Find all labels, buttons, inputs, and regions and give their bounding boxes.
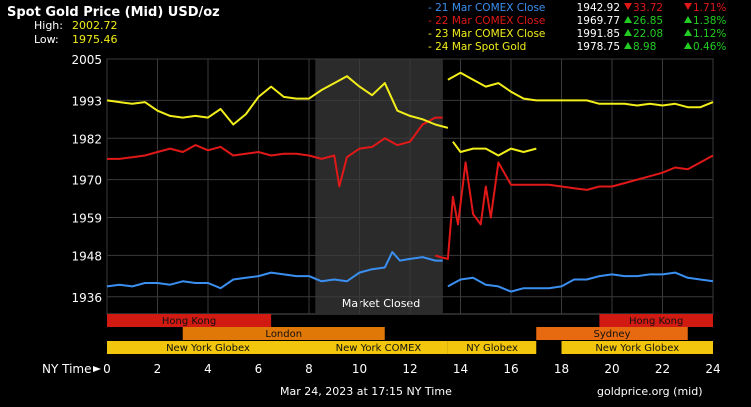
legend-row: - 23 Mar COMEX Close 1991.85 22.08 1.12% [428, 28, 726, 40]
legend-percent: 1.38% [693, 15, 726, 27]
legend-row: - 22 Mar COMEX Close 1969.77 26.85 1.38% [428, 15, 726, 27]
x-tick-label: 12 [402, 362, 417, 376]
series-line-22-mar-comex-close [107, 116, 443, 188]
triangle-up-icon [624, 42, 632, 49]
market-sessions: Hong Kong Hong Kong London Sydney New York G… [107, 314, 713, 354]
grid [106, 58, 714, 314]
legend-change: 8.98 [633, 41, 656, 53]
legend-label: - 23 Mar COMEX Close [428, 28, 545, 40]
y-tick-label: 2005 [71, 53, 102, 67]
session-bar [107, 314, 272, 327]
legend-price: 1942.92 [577, 2, 620, 14]
legend-row: - 21 Mar COMEX Close 1942.92 33.72 1.71% [428, 2, 726, 14]
session-bar [599, 314, 713, 327]
session-label: New York COMEX [336, 343, 422, 354]
high-label: High: [34, 19, 63, 32]
y-tick-label: 1959 [71, 212, 102, 226]
y-tick-label: 1982 [71, 132, 102, 146]
x-tick-label: 18 [554, 362, 569, 376]
triangle-up-icon [684, 16, 692, 23]
x-tick-label: 6 [255, 362, 263, 376]
triangle-up-icon [684, 29, 692, 36]
session-bar [447, 341, 537, 354]
session-label: New York Globex [595, 343, 679, 354]
series-lines [106, 71, 714, 293]
footer-source: goldprice.org (mid) [597, 385, 703, 398]
session-label: Sydney [593, 329, 630, 340]
x-axis-title: NY Time [42, 362, 92, 376]
footer-timestamp: Mar 24, 2023 at 17:15 NY Time [280, 385, 452, 398]
series-line-21-mar-comex-close [106, 251, 443, 290]
x-tick-label: 14 [453, 362, 468, 376]
x-tick-label: 16 [503, 362, 518, 376]
legend-price: 1978.75 [577, 41, 620, 53]
legend: - 21 Mar COMEX Close 1942.92 33.72 1.71%- 2… [428, 2, 726, 53]
session-bar [536, 327, 688, 340]
series-line-23-mar-comex-close [106, 75, 449, 129]
legend-label: - 24 Mar Spot Gold [428, 41, 526, 53]
low-value: 1975.46 [72, 33, 118, 46]
session-bar [561, 341, 713, 354]
legend-change: 22.08 [633, 28, 663, 40]
triangle-down-icon [624, 3, 632, 10]
triangle-down-icon [684, 3, 692, 10]
series-line-22-mar-comex-close-after [434, 154, 714, 260]
triangle-up-icon [624, 29, 632, 36]
legend-percent: 1.12% [693, 28, 726, 40]
session-bar [182, 327, 385, 340]
legend-row: - 24 Mar Spot Gold 1978.75 8.98 0.46% [428, 41, 726, 53]
market-closed-label: Market Closed [342, 297, 420, 310]
session-label: NY Globex [466, 343, 518, 354]
x-tick-label: 8 [305, 362, 313, 376]
series-line-21-mar-comex-close-after [447, 271, 714, 293]
legend-percent: 0.46% [693, 41, 726, 53]
session-bar [309, 341, 448, 354]
series-line-23-mar-comex-close-after [452, 141, 537, 157]
triangle-up-icon [684, 42, 692, 49]
y-tick-label: 1936 [71, 291, 102, 305]
legend-price: 1991.85 [577, 28, 620, 40]
series-line-24-mar-spot-gold [447, 71, 714, 109]
x-axis-arrow-icon [93, 366, 101, 372]
x-tick-label: 22 [655, 362, 670, 376]
x-tick-label: 0 [103, 362, 111, 376]
x-tick-label: 20 [604, 362, 619, 376]
high-value: 2002.72 [72, 19, 118, 32]
low-label: Low: [34, 33, 59, 46]
legend-price: 1969.77 [577, 15, 620, 27]
session-label: New York Globex [166, 343, 250, 354]
triangle-up-icon [624, 16, 632, 23]
x-tick-label: 24 [705, 362, 720, 376]
session-bar [107, 341, 309, 354]
y-tick-label: 1948 [71, 249, 102, 263]
legend-change: 26.85 [633, 15, 663, 27]
x-tick-label: 10 [352, 362, 367, 376]
x-tick-label: 4 [204, 362, 212, 376]
y-tick-label: 1993 [71, 94, 102, 108]
session-label: Hong Kong [162, 316, 216, 327]
legend-change: 33.72 [633, 2, 663, 14]
session-label: London [265, 329, 302, 340]
legend-label: - 21 Mar COMEX Close [428, 2, 545, 14]
legend-label: - 22 Mar COMEX Close [428, 15, 545, 27]
session-label: Hong Kong [629, 316, 683, 327]
chart-title: Spot Gold Price (Mid) USD/oz [7, 5, 220, 20]
legend-percent: 1.71% [693, 2, 726, 14]
x-tick-label: 2 [154, 362, 162, 376]
market-closed-shade [315, 59, 443, 314]
y-tick-label: 1970 [71, 174, 102, 188]
